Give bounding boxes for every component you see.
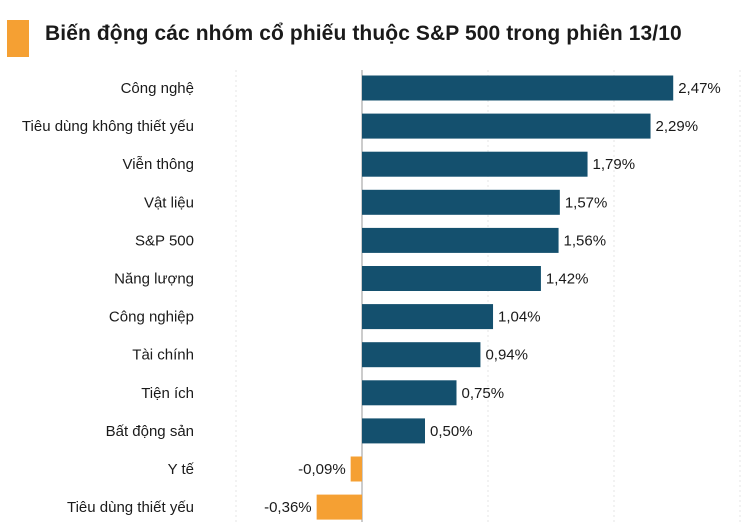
value-label: 1,79% (593, 156, 636, 173)
bar (362, 151, 588, 177)
labels: Công nghệ 2,47% Tiêu dùng không thiết yếu 2… (22, 80, 721, 516)
bar (362, 418, 425, 444)
bar (362, 227, 559, 253)
value-label: 0,94% (485, 347, 528, 364)
value-label: 1,04% (498, 309, 541, 326)
title-accent-bar (7, 20, 29, 57)
value-label: 0,75% (462, 385, 505, 402)
bar (362, 113, 651, 139)
category-label: Y tế (168, 461, 195, 478)
value-label: 1,42% (546, 271, 589, 288)
value-label: 2,29% (656, 118, 699, 135)
category-label: Bất động sản (106, 423, 194, 440)
chart-title: Biến động các nhóm cổ phiếu thuộc S&P 50… (45, 22, 682, 45)
category-label: Vật liệu (144, 194, 194, 211)
value-label: 1,57% (565, 194, 608, 211)
category-label: Tài chính (132, 347, 194, 364)
value-label: -0,36% (264, 499, 312, 516)
bar (350, 456, 362, 482)
category-label: Công nghệ (121, 80, 194, 97)
value-label: -0,09% (298, 461, 346, 478)
category-label: Tiêu dùng thiết yếu (67, 499, 194, 516)
bar (316, 494, 362, 520)
category-label: Tiện ích (141, 385, 194, 402)
value-label: 1,56% (564, 232, 607, 249)
category-label: Viễn thông (123, 156, 194, 173)
value-label: 0,50% (430, 423, 473, 440)
bar (362, 266, 541, 291)
bar (362, 189, 560, 215)
category-label: Năng lượng (114, 271, 194, 288)
bar (362, 304, 494, 330)
category-label: Công nghiệp (109, 309, 194, 326)
bar (362, 75, 674, 101)
value-label: 2,47% (678, 80, 721, 97)
bars (316, 75, 674, 520)
bar (362, 380, 457, 406)
category-label: Tiêu dùng không thiết yếu (22, 118, 194, 135)
category-label: S&P 500 (135, 232, 194, 249)
grid-lines (235, 70, 741, 522)
bar (362, 342, 481, 368)
